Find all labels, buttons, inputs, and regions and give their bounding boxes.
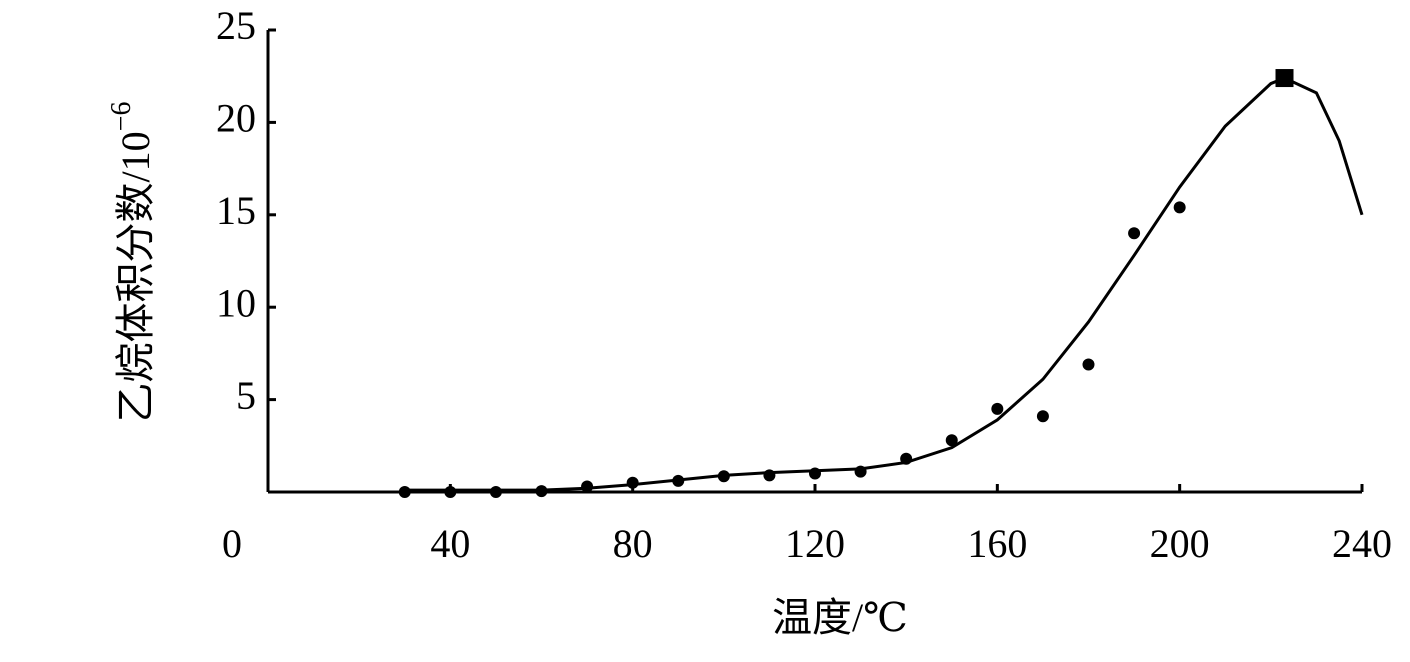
- y-axis-title-exponent: −6: [106, 102, 137, 132]
- y-tick-label: 15: [216, 188, 256, 233]
- y-tick-label: 25: [216, 3, 256, 48]
- peak-marker: [1275, 69, 1294, 88]
- y-tick-label: 20: [216, 96, 256, 141]
- fit-curve: [404, 76, 1364, 492]
- x-axis-title: 温度/℃: [772, 595, 908, 640]
- data-point: [763, 469, 776, 482]
- data-point: [854, 465, 867, 478]
- x-tick-label: 120: [785, 521, 845, 566]
- y-tick-label: 5: [236, 373, 256, 418]
- data-point: [900, 452, 913, 465]
- x-tick-label: 200: [1150, 521, 1210, 566]
- data-point: [1036, 410, 1049, 423]
- data-point: [1082, 358, 1095, 371]
- data-point: [945, 434, 958, 447]
- data-point: [626, 476, 639, 489]
- x-tick-label: 240: [1332, 521, 1392, 566]
- data-point: [581, 480, 594, 493]
- data-point: [535, 485, 548, 498]
- data-point: [444, 486, 457, 498]
- data-point: [809, 467, 821, 480]
- data-point: [1173, 201, 1186, 214]
- x-tick-label: 0: [222, 521, 242, 566]
- x-tick-label: 40: [430, 521, 470, 566]
- data-point: [1128, 227, 1141, 240]
- data-point: [398, 486, 411, 498]
- x-tick-label: 80: [613, 521, 653, 566]
- y-tick-label: 10: [216, 280, 256, 325]
- data-point: [489, 486, 502, 498]
- data-point: [717, 470, 730, 483]
- data-point: [991, 402, 1004, 415]
- y-axis-title: 乙烷体积分数/10−6: [106, 102, 158, 423]
- data-point: [672, 474, 685, 487]
- y-axis-title-main: 乙烷体积分数/10: [113, 131, 158, 422]
- x-tick-label: 160: [967, 521, 1027, 566]
